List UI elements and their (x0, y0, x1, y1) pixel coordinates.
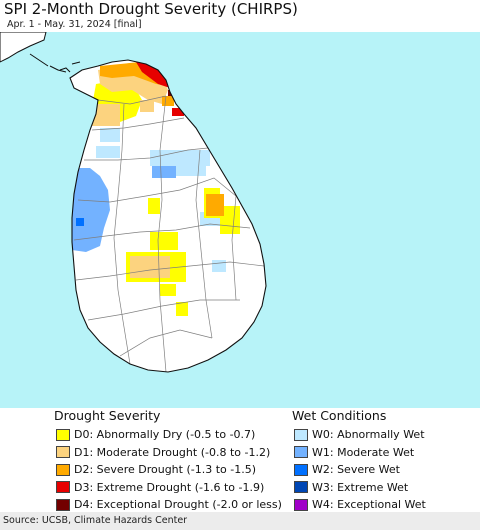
moderate-wet-area (72, 168, 110, 252)
legend-item-w1: W1: Moderate Wet (294, 444, 426, 462)
swatch-w2 (294, 463, 308, 476)
legend-label-w2: W2: Severe Wet (312, 463, 400, 477)
swatch-d1 (56, 446, 70, 459)
swatch-w4 (294, 498, 308, 511)
wet-legend-list: W0: Abnormally Wet W1: Moderate Wet W2: … (294, 426, 426, 514)
legend-label-d3: D3: Extreme Drought (-1.6 to -1.9) (74, 480, 265, 494)
legend-label-d0: D0: Abnormally Dry (-0.5 to -0.7) (74, 428, 256, 442)
legend-label-w3: W3: Extreme Wet (312, 480, 409, 494)
legend-item-d3: D3: Extreme Drought (-1.6 to -1.9) (56, 479, 282, 497)
legend-label-w1: W1: Moderate Wet (312, 445, 415, 459)
legend-label-d4: D4: Exceptional Drought (-2.0 or less) (74, 498, 282, 512)
legend-item-d0: D0: Abnormally Dry (-0.5 to -0.7) (56, 426, 282, 444)
legend-item-w0: W0: Abnormally Wet (294, 426, 426, 444)
map-subtitle: Apr. 1 - May. 31, 2024 [final] (7, 19, 142, 30)
legend-item-d2: D2: Severe Drought (-1.3 to -1.5) (56, 461, 282, 479)
drought-legend-heading: Drought Severity (54, 408, 161, 423)
legend-item-w4: W4: Exceptional Wet (294, 496, 426, 514)
abnormally-wet-areas (96, 128, 226, 272)
legend-label-w4: W4: Exceptional Wet (312, 498, 426, 512)
sri-lanka-coastline (69, 59, 267, 373)
wet-legend-heading: Wet Conditions (292, 408, 387, 423)
legend-item-w2: W2: Severe Wet (294, 461, 426, 479)
swatch-d0 (56, 428, 70, 441)
legend-label-d2: D2: Severe Drought (-1.3 to -1.5) (74, 463, 257, 477)
northern-islets (59, 61, 81, 73)
legend-item-d4: D4: Exceptional Drought (-2.0 or less) (56, 496, 282, 514)
drought-legend-list: D0: Abnormally Dry (-0.5 to -0.7) D1: Mo… (56, 426, 282, 514)
swatch-w0 (294, 428, 308, 441)
legend-label-w0: W0: Abnormally Wet (312, 428, 425, 442)
swatch-d4 (56, 498, 70, 511)
adams-bridge-islets (29, 53, 67, 73)
extreme-drought-areas (136, 62, 184, 116)
legend-label-d1: D1: Moderate Drought (-0.8 to -1.2) (74, 445, 271, 459)
severe-wet-patch (76, 218, 84, 226)
legend-item-d1: D1: Moderate Drought (-0.8 to -1.2) (56, 444, 282, 462)
moderate-wet-patch (152, 166, 176, 178)
swatch-d2 (56, 463, 70, 476)
source-credit: Source: UCSB, Climate Hazards Center (3, 515, 188, 526)
footer-bar: Source: UCSB, Climate Hazards Center (0, 512, 480, 530)
drought-map (0, 32, 480, 408)
swatch-w3 (294, 481, 308, 494)
district-borders (73, 95, 265, 372)
map-title: SPI 2-Month Drought Severity (CHIRPS) (4, 0, 298, 18)
swatch-d3 (56, 481, 70, 494)
swatch-w1 (294, 446, 308, 459)
india-coast (0, 32, 47, 63)
legend-item-w3: W3: Extreme Wet (294, 479, 426, 497)
